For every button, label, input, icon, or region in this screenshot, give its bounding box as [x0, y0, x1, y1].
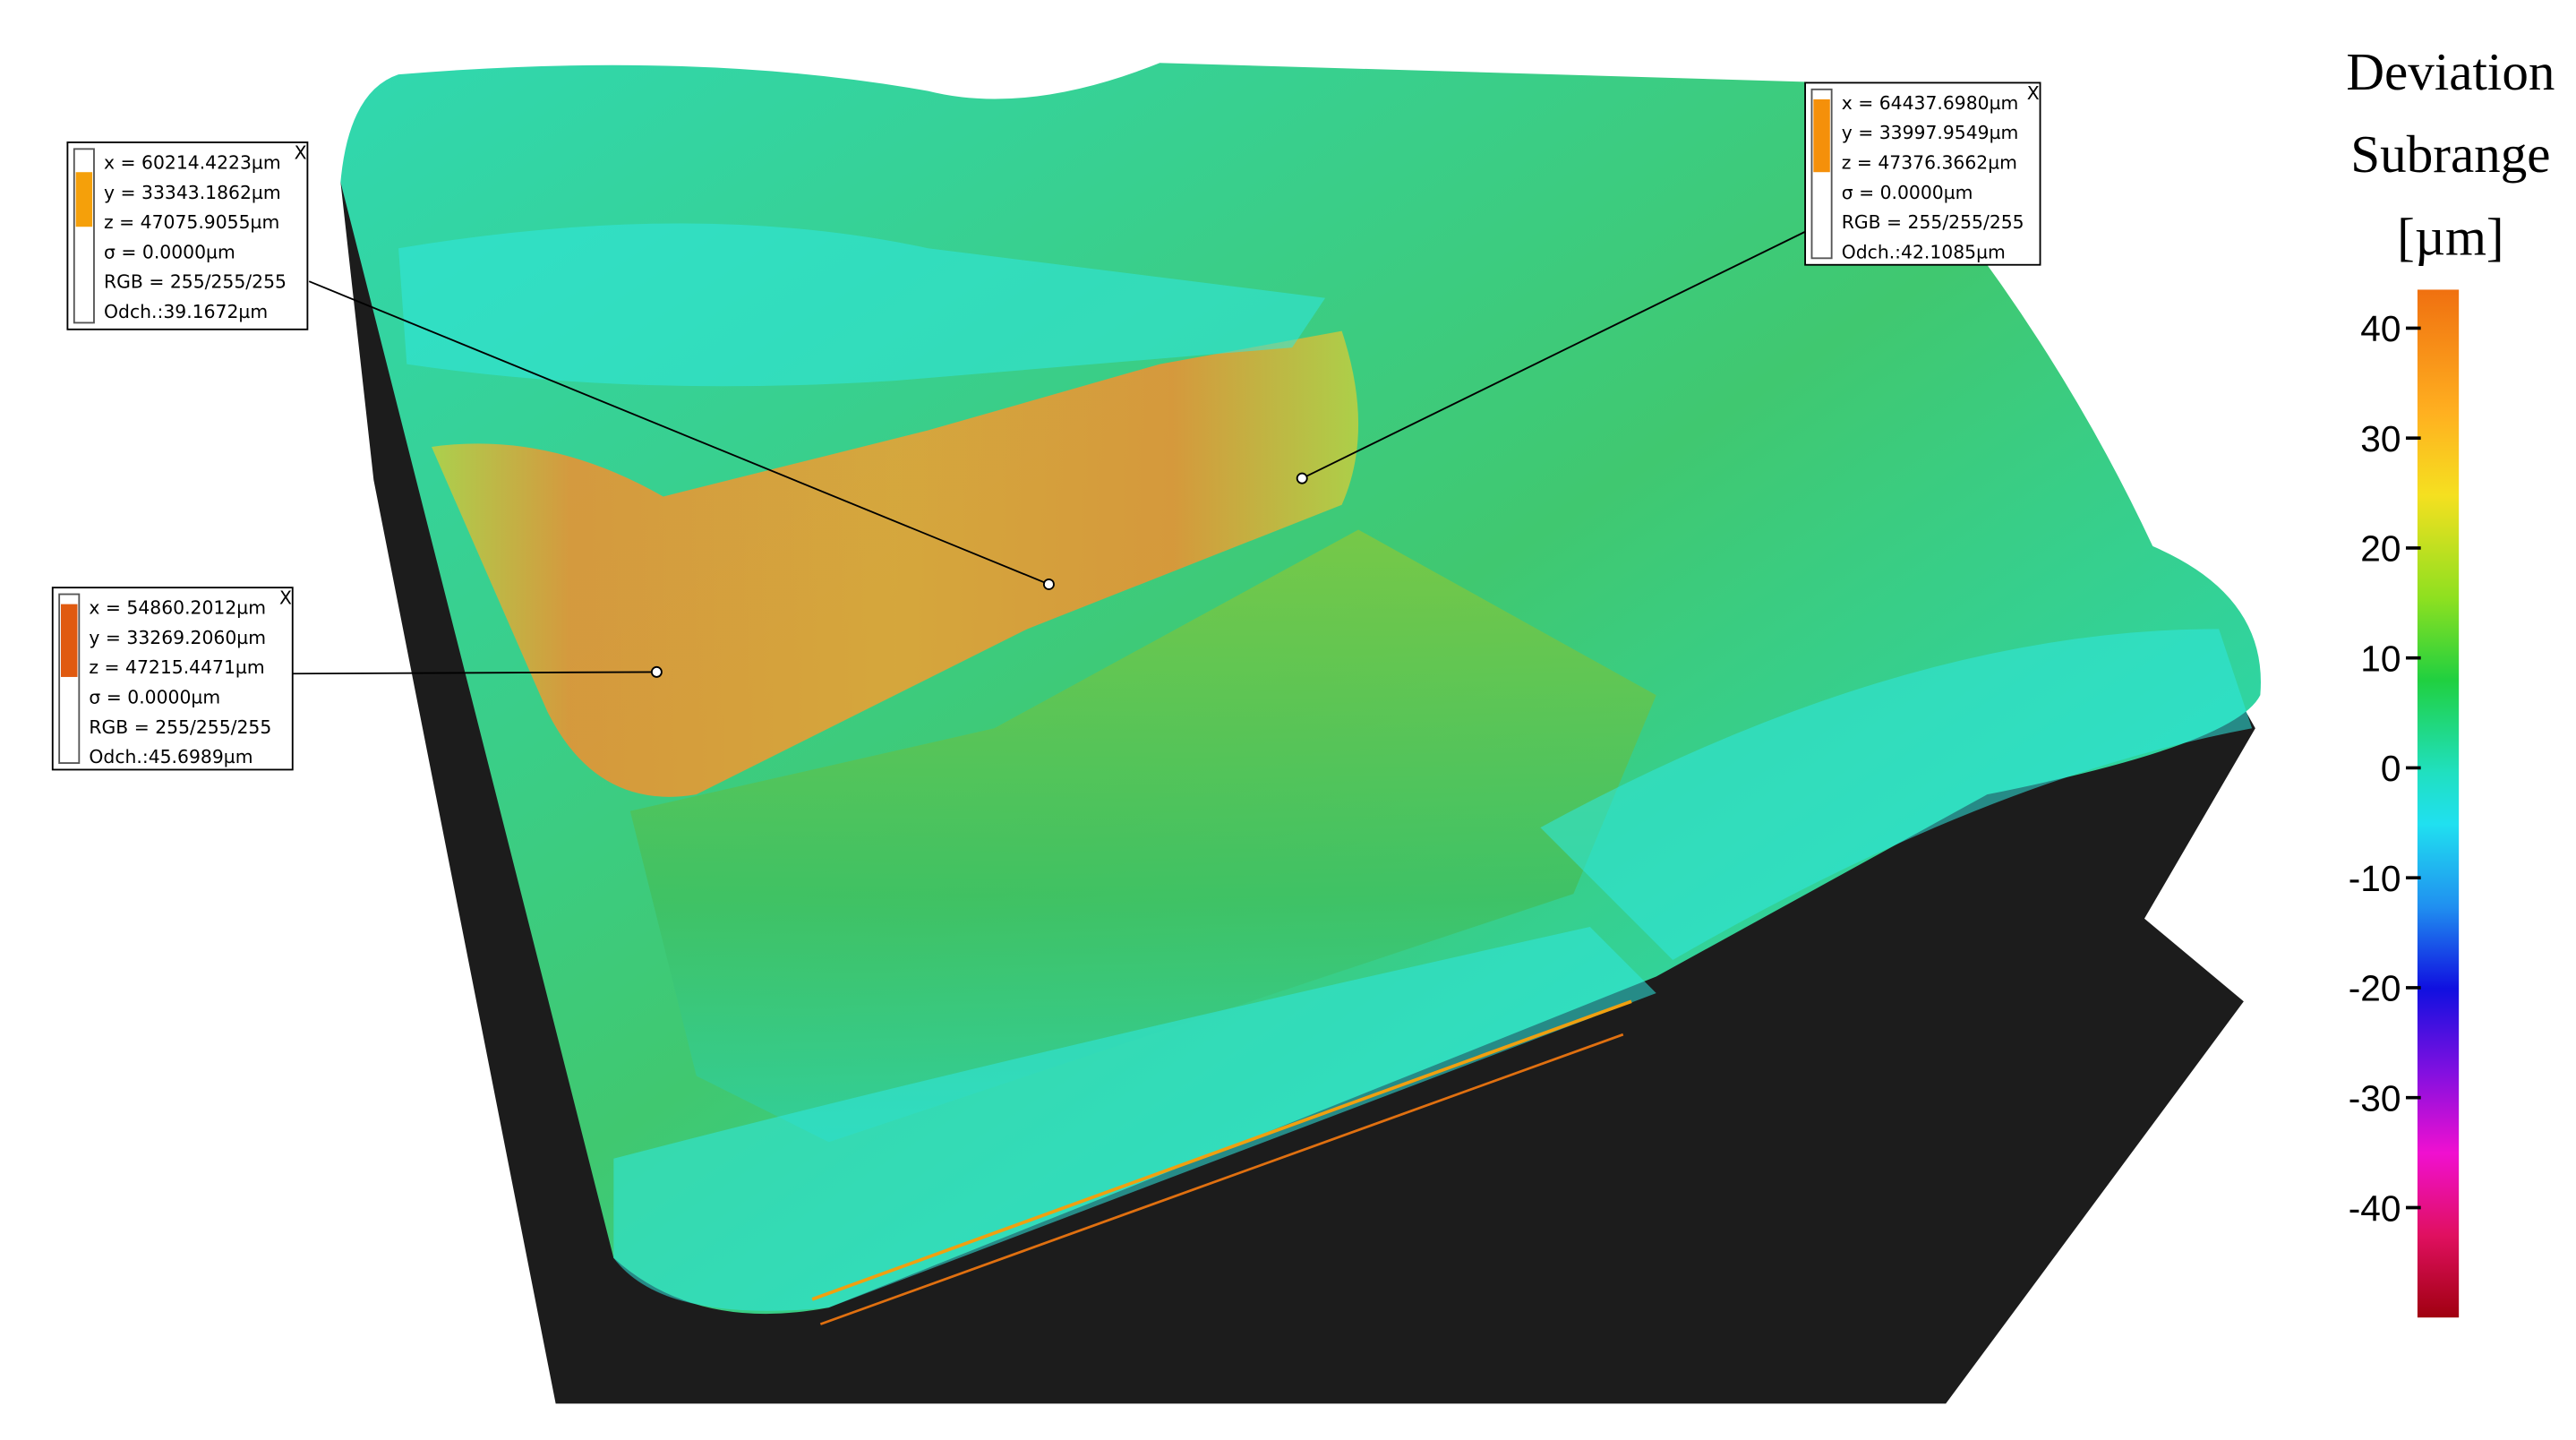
colorbar-tick-label: -20	[2349, 968, 2401, 1009]
annotation-close: X	[295, 141, 307, 163]
annotation-text: σ = 0.0000µm	[104, 241, 235, 262]
colorbar-tick-label: 40	[2360, 308, 2401, 349]
annotation-text: y = 33269.2060µm	[89, 627, 266, 648]
annotation-text: σ = 0.0000µm	[89, 687, 220, 708]
cyan-rim	[398, 223, 1326, 387]
annotation-text: RGB = 255/255/255	[104, 271, 287, 293]
deviation-band	[432, 330, 1359, 797]
colorbar-tick-label: -40	[2349, 1187, 2401, 1229]
colorbar-tick-label: -10	[2349, 858, 2401, 899]
annotation-swatch	[1813, 99, 1830, 173]
probe-point	[650, 665, 663, 678]
basin	[629, 529, 1656, 1143]
annotation-box	[1804, 81, 2041, 266]
probe-point	[1042, 578, 1055, 590]
leader-line	[308, 280, 1049, 586]
annotation-text: RGB = 255/255/255	[1842, 211, 2024, 233]
colorbar-tick-label: 10	[2360, 638, 2401, 679]
colorbar-tick-label: 20	[2360, 528, 2401, 570]
annotation-text: σ = 0.0000µm	[1842, 182, 1973, 203]
annotation-text: x = 60214.4223µm	[104, 152, 281, 174]
cyan-rim	[613, 927, 1656, 1311]
annotation-text: y = 33343.1862µm	[104, 182, 281, 203]
annotation-box	[66, 141, 309, 330]
annotation-swatch	[75, 172, 93, 227]
annotation-text: x = 54860.2012µm	[89, 597, 266, 619]
colorbar-title: Deviation	[2346, 42, 2555, 101]
annotation-text: y = 33997.9549µm	[1842, 122, 2019, 143]
annotation: x = 64437.6980µm y = 33997.9549µm z = 4737…	[1804, 81, 2041, 266]
annotation-close: X	[2027, 82, 2040, 104]
colorbar-tick-label: 0	[2381, 748, 2401, 789]
annotation-close: X	[279, 587, 292, 609]
annotation-text: x = 64437.6980µm	[1842, 92, 2019, 114]
annotation-text: Odch.:39.1672µm	[104, 301, 268, 322]
annotation: x = 54860.2012µm y = 33269.2060µm z = 4721…	[51, 587, 294, 771]
colorbar-tick-label: 30	[2360, 418, 2401, 459]
cyan-rim	[1540, 629, 2253, 960]
annotation-text: RGB = 255/255/255	[89, 716, 271, 738]
leader-line	[1301, 230, 1806, 479]
annotation-text: Odch.:45.6989µm	[89, 746, 252, 767]
colorbar-title: [µm]	[2397, 208, 2503, 267]
colorbar-tick-label: -30	[2349, 1077, 2401, 1119]
annotation-swatch	[61, 604, 78, 677]
annotation-box	[51, 587, 294, 771]
annotation: x = 60214.4223µm y = 33343.1862µm z = 4707…	[66, 141, 309, 330]
edge-line	[811, 999, 1632, 1301]
colorbar	[2417, 289, 2460, 1318]
colorbar-title: Subrange	[2350, 124, 2550, 184]
edge-line	[819, 1033, 1624, 1325]
annotation-text: z = 47376.3662µm	[1842, 152, 2017, 174]
leader-line	[292, 671, 657, 675]
annotation-text: z = 47075.9055µm	[104, 211, 279, 233]
annotation-text: Odch.:42.1085µm	[1842, 241, 2006, 262]
probe-point	[1296, 472, 1308, 484]
annotation-text: z = 47215.4471µm	[89, 656, 264, 678]
